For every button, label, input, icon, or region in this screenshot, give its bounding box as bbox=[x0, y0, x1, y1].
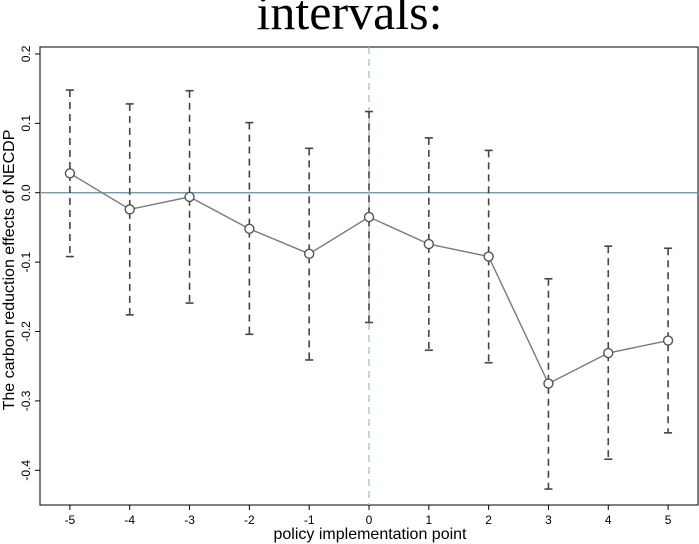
estimate-point bbox=[483, 251, 494, 262]
estimate-point bbox=[124, 204, 135, 215]
y-tick-label: -0.3 bbox=[19, 390, 33, 411]
estimate-point bbox=[543, 378, 554, 389]
x-tick-label: 0 bbox=[366, 513, 373, 527]
estimate-point bbox=[303, 248, 315, 259]
y-tick-label: -0.4 bbox=[19, 460, 33, 481]
y-axis-title: The carbon reduction effects of NECDP bbox=[1, 130, 18, 411]
y-tick-label: 0.0 bbox=[19, 184, 33, 201]
x-tick-label: 2 bbox=[485, 513, 492, 527]
x-tick-label: -4 bbox=[124, 513, 135, 527]
y-tick-label: -0.1 bbox=[19, 251, 33, 272]
y-tick-label: 0.1 bbox=[19, 115, 33, 132]
estimate-point bbox=[662, 335, 674, 346]
x-tick-label: -3 bbox=[184, 513, 195, 527]
x-tick-label: 1 bbox=[425, 513, 432, 527]
x-axis-title: policy implementation point bbox=[274, 526, 468, 543]
plot-layer: -0.4 -0.3 -0.2 -0.1 0.0 0.1 0.2 -5 -4 -3 -2 -1 0 1 2 3 4… bbox=[19, 45, 699, 527]
estimate-point bbox=[184, 191, 195, 203]
estimate-point bbox=[603, 347, 614, 359]
x-tick-label: -5 bbox=[65, 513, 76, 527]
x-tick-label: -2 bbox=[244, 513, 255, 527]
estimate-point bbox=[423, 238, 435, 250]
x-tick-label: 5 bbox=[665, 513, 672, 527]
x-tick-label: -1 bbox=[304, 513, 315, 527]
y-tick-label: 0.2 bbox=[19, 45, 33, 62]
y-tick-label: -0.2 bbox=[19, 321, 33, 342]
x-tick-label: 3 bbox=[545, 513, 552, 527]
header-text: intervals: bbox=[256, 0, 443, 40]
estimate-point bbox=[64, 168, 76, 179]
estimate-point bbox=[363, 211, 375, 223]
estimate-point bbox=[244, 223, 255, 235]
x-tick-label: 4 bbox=[605, 513, 612, 527]
